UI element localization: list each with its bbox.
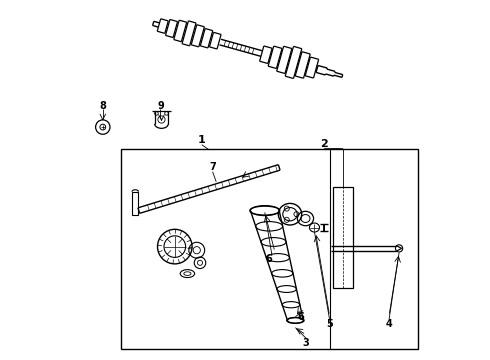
Text: 1: 1 <box>198 135 206 145</box>
Text: 3: 3 <box>303 338 310 348</box>
Text: 8: 8 <box>99 101 106 111</box>
Text: 4: 4 <box>386 319 392 329</box>
Text: 5: 5 <box>326 319 333 329</box>
Text: 9: 9 <box>157 101 164 111</box>
Text: 6: 6 <box>297 312 304 322</box>
Bar <box>333 187 353 288</box>
Text: 6: 6 <box>265 254 272 264</box>
Bar <box>121 149 418 349</box>
Text: 7: 7 <box>209 162 216 172</box>
Text: 2: 2 <box>320 139 328 149</box>
Bar <box>132 192 139 215</box>
